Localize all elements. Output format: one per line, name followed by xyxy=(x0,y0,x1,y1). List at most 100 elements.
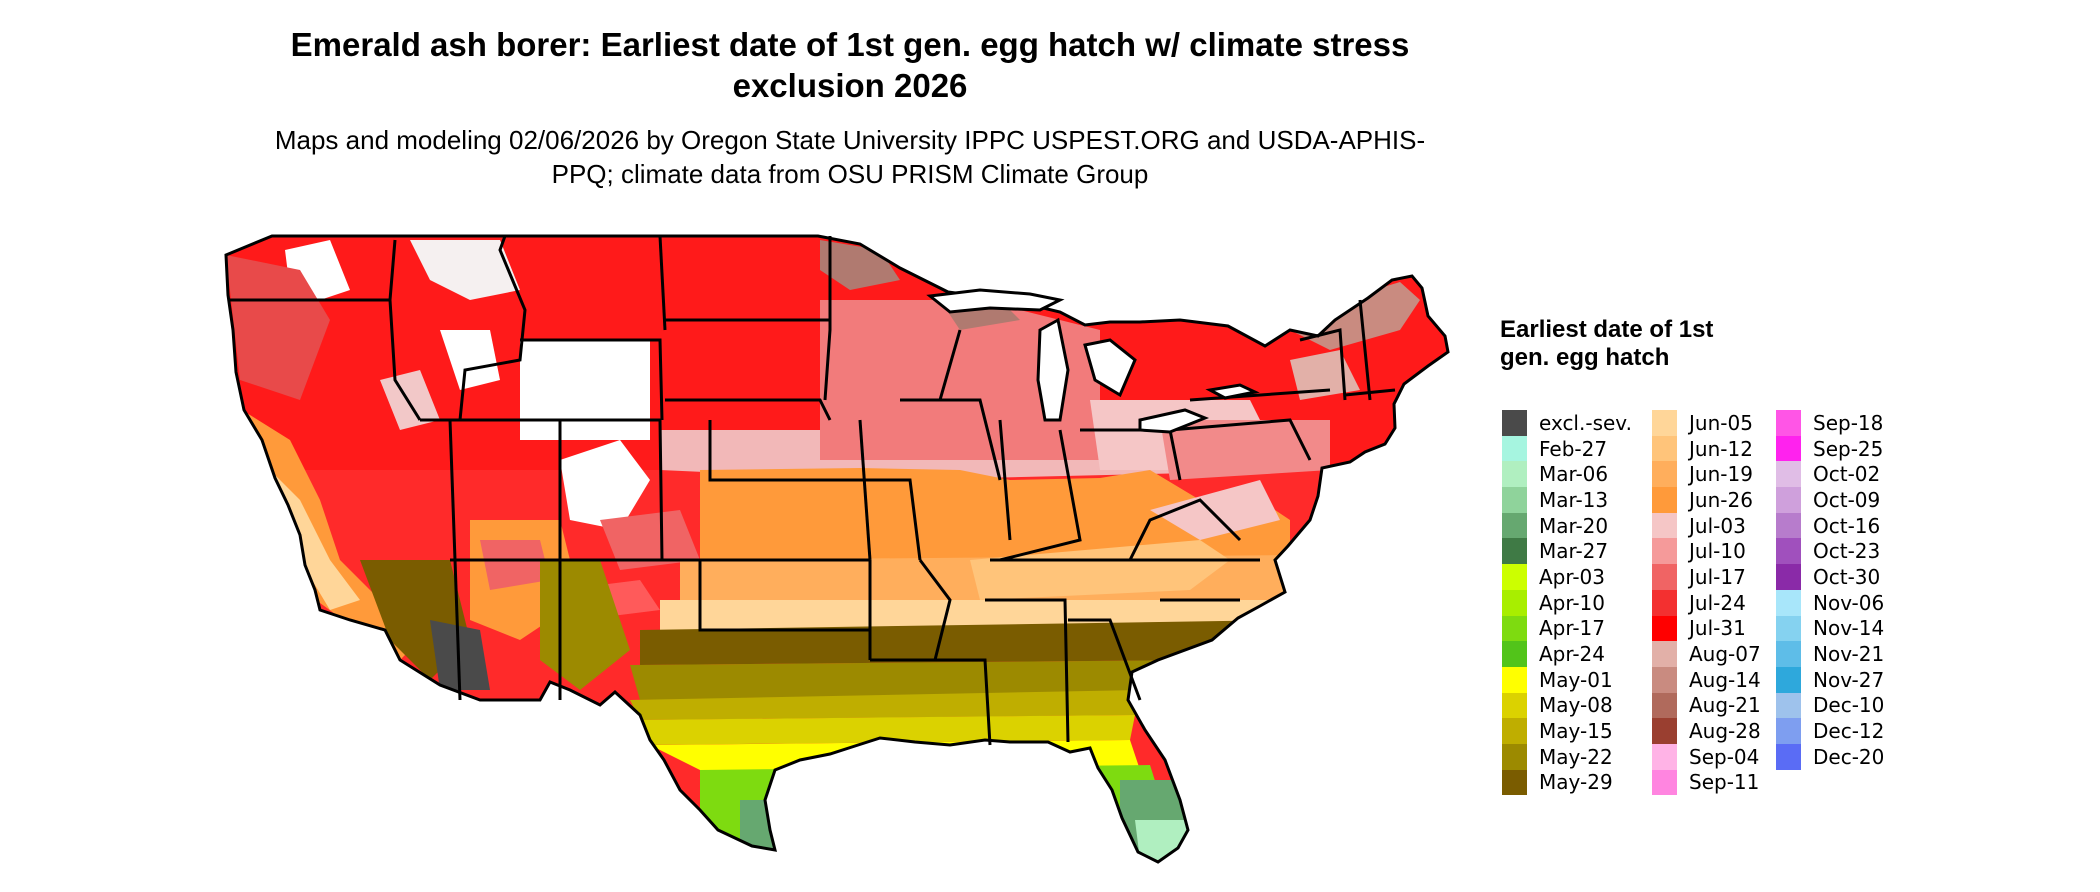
legend-swatch xyxy=(1652,538,1677,565)
legend-label: May-22 xyxy=(1539,744,1613,769)
legend-swatch xyxy=(1652,564,1677,590)
legend-label: Sep-04 xyxy=(1689,744,1760,769)
legend-swatch xyxy=(1652,615,1677,642)
legend-item: May-08 xyxy=(1502,692,1632,719)
legend-swatch xyxy=(1652,743,1677,770)
legend-swatch xyxy=(1776,692,1801,719)
legend-label: Oct-16 xyxy=(1813,513,1881,538)
legend-label: Aug-14 xyxy=(1689,667,1761,692)
legend-label: Mar-13 xyxy=(1539,487,1609,512)
legend-label: Nov-06 xyxy=(1813,590,1885,615)
legend-label: Dec-20 xyxy=(1813,744,1885,769)
legend-item: Nov-21 xyxy=(1776,641,1884,667)
legend-label: May-01 xyxy=(1539,667,1613,692)
legend-swatch xyxy=(1502,589,1527,616)
legend-item: Aug-28 xyxy=(1652,718,1761,744)
legend-label: excl.-sev. xyxy=(1539,410,1632,435)
legend-item: Jun-19 xyxy=(1652,461,1761,488)
legend-item: May-01 xyxy=(1502,666,1632,693)
legend-item: Mar-06 xyxy=(1502,461,1632,488)
legend-swatch xyxy=(1776,615,1801,642)
legend-swatch xyxy=(1502,641,1527,667)
legend-swatch xyxy=(1652,512,1677,539)
legend-swatch xyxy=(1652,641,1677,667)
legend-label: Jun-05 xyxy=(1689,410,1753,435)
map-subtitle: Maps and modeling 02/06/2026 by Oregon S… xyxy=(274,125,1426,189)
legend-item: Nov-27 xyxy=(1776,666,1884,693)
legend-item: Nov-14 xyxy=(1776,615,1885,642)
legend-swatch xyxy=(1652,769,1677,796)
legend-swatch xyxy=(1776,589,1801,616)
legend-swatch xyxy=(1652,589,1677,616)
legend-swatch xyxy=(1776,410,1801,436)
legend-label: Sep-18 xyxy=(1813,410,1884,435)
legend-item: Jul-03 xyxy=(1652,512,1761,539)
legend-item: Sep-25 xyxy=(1776,435,1884,462)
legend-item: Nov-06 xyxy=(1776,589,1885,616)
legend-label: Feb-27 xyxy=(1539,436,1608,461)
legend-title: Earliest date of 1st gen. egg hatch xyxy=(1500,316,1714,371)
legend-item: Mar-13 xyxy=(1502,487,1632,513)
legend-swatch xyxy=(1652,692,1677,719)
legend-item: Jul-17 xyxy=(1652,564,1761,590)
legend-swatch xyxy=(1502,743,1527,770)
legend-swatch xyxy=(1652,461,1677,488)
legend-swatch xyxy=(1502,718,1527,744)
legend-swatch xyxy=(1502,564,1527,590)
legend-label: Sep-11 xyxy=(1689,770,1760,795)
legend-label: Mar-20 xyxy=(1539,513,1609,538)
legend-item: Jun-26 xyxy=(1652,487,1761,513)
legend-column-2: Jun-05 Jun-12 Jun-19 Jun-26 Jul-03 Jul-10 Jul-… xyxy=(1652,410,1761,796)
legend-item: May-29 xyxy=(1502,769,1632,796)
legend-label: Apr-10 xyxy=(1539,590,1605,615)
legend-label: Sep-25 xyxy=(1813,436,1884,461)
us-hatch-date-map xyxy=(224,234,1450,864)
legend-swatch xyxy=(1652,487,1677,513)
legend-label: Apr-17 xyxy=(1539,616,1605,641)
legend-swatch xyxy=(1776,666,1801,693)
legend-item: Oct-09 xyxy=(1776,487,1884,513)
great-lakes xyxy=(926,288,1260,434)
legend-swatch xyxy=(1502,615,1527,642)
legend-label: May-29 xyxy=(1539,770,1613,795)
legend-label: Dec-10 xyxy=(1813,693,1885,718)
legend-item: Dec-10 xyxy=(1776,692,1885,719)
legend-label: Nov-14 xyxy=(1813,616,1885,641)
legend-item: Sep-11 xyxy=(1652,769,1761,796)
legend-swatch xyxy=(1502,512,1527,539)
legend-item: excl.-sev. xyxy=(1502,410,1632,436)
legend-item: Oct-02 xyxy=(1776,461,1884,488)
legend-label: Mar-06 xyxy=(1539,462,1609,487)
legend-item: Dec-12 xyxy=(1776,718,1884,744)
legend-label: Oct-23 xyxy=(1813,539,1881,564)
legend-label: Jul-24 xyxy=(1689,590,1746,615)
legend-swatch xyxy=(1776,435,1801,462)
legend-swatch xyxy=(1502,461,1527,488)
legend-item: Dec-20 xyxy=(1776,743,1885,770)
legend-label: Aug-21 xyxy=(1689,693,1761,718)
legend-item: Jul-31 xyxy=(1652,615,1761,642)
legend-swatch xyxy=(1502,769,1527,796)
legend-swatch xyxy=(1502,538,1527,565)
legend-swatch xyxy=(1776,641,1801,667)
legend-label: Oct-09 xyxy=(1813,487,1881,512)
map-title: Emerald ash borer: Earliest date of 1st … xyxy=(290,26,1410,104)
legend-item: May-15 xyxy=(1502,718,1632,744)
legend-swatch xyxy=(1502,487,1527,513)
legend-swatch xyxy=(1502,692,1527,719)
legend-swatch xyxy=(1502,435,1527,462)
legend-label: Jun-12 xyxy=(1689,436,1753,461)
legend-item: Jul-10 xyxy=(1652,538,1761,565)
legend-column-3: Sep-18 Sep-25 Oct-02 Oct-09 Oct-16 Oct-23 Oct-… xyxy=(1776,410,1884,770)
legend-item: Feb-27 xyxy=(1502,435,1632,462)
legend-item: Apr-17 xyxy=(1502,615,1632,642)
legend-item: Jun-12 xyxy=(1652,435,1761,462)
legend-swatch xyxy=(1502,666,1527,693)
legend-item: Oct-23 xyxy=(1776,538,1884,565)
legend-label: Mar-27 xyxy=(1539,539,1609,564)
legend-swatch xyxy=(1776,564,1801,590)
legend-swatch xyxy=(1776,461,1801,488)
legend-item: Sep-18 xyxy=(1776,410,1884,436)
legend-swatch xyxy=(1776,538,1801,565)
legend-item: Oct-30 xyxy=(1776,564,1884,590)
